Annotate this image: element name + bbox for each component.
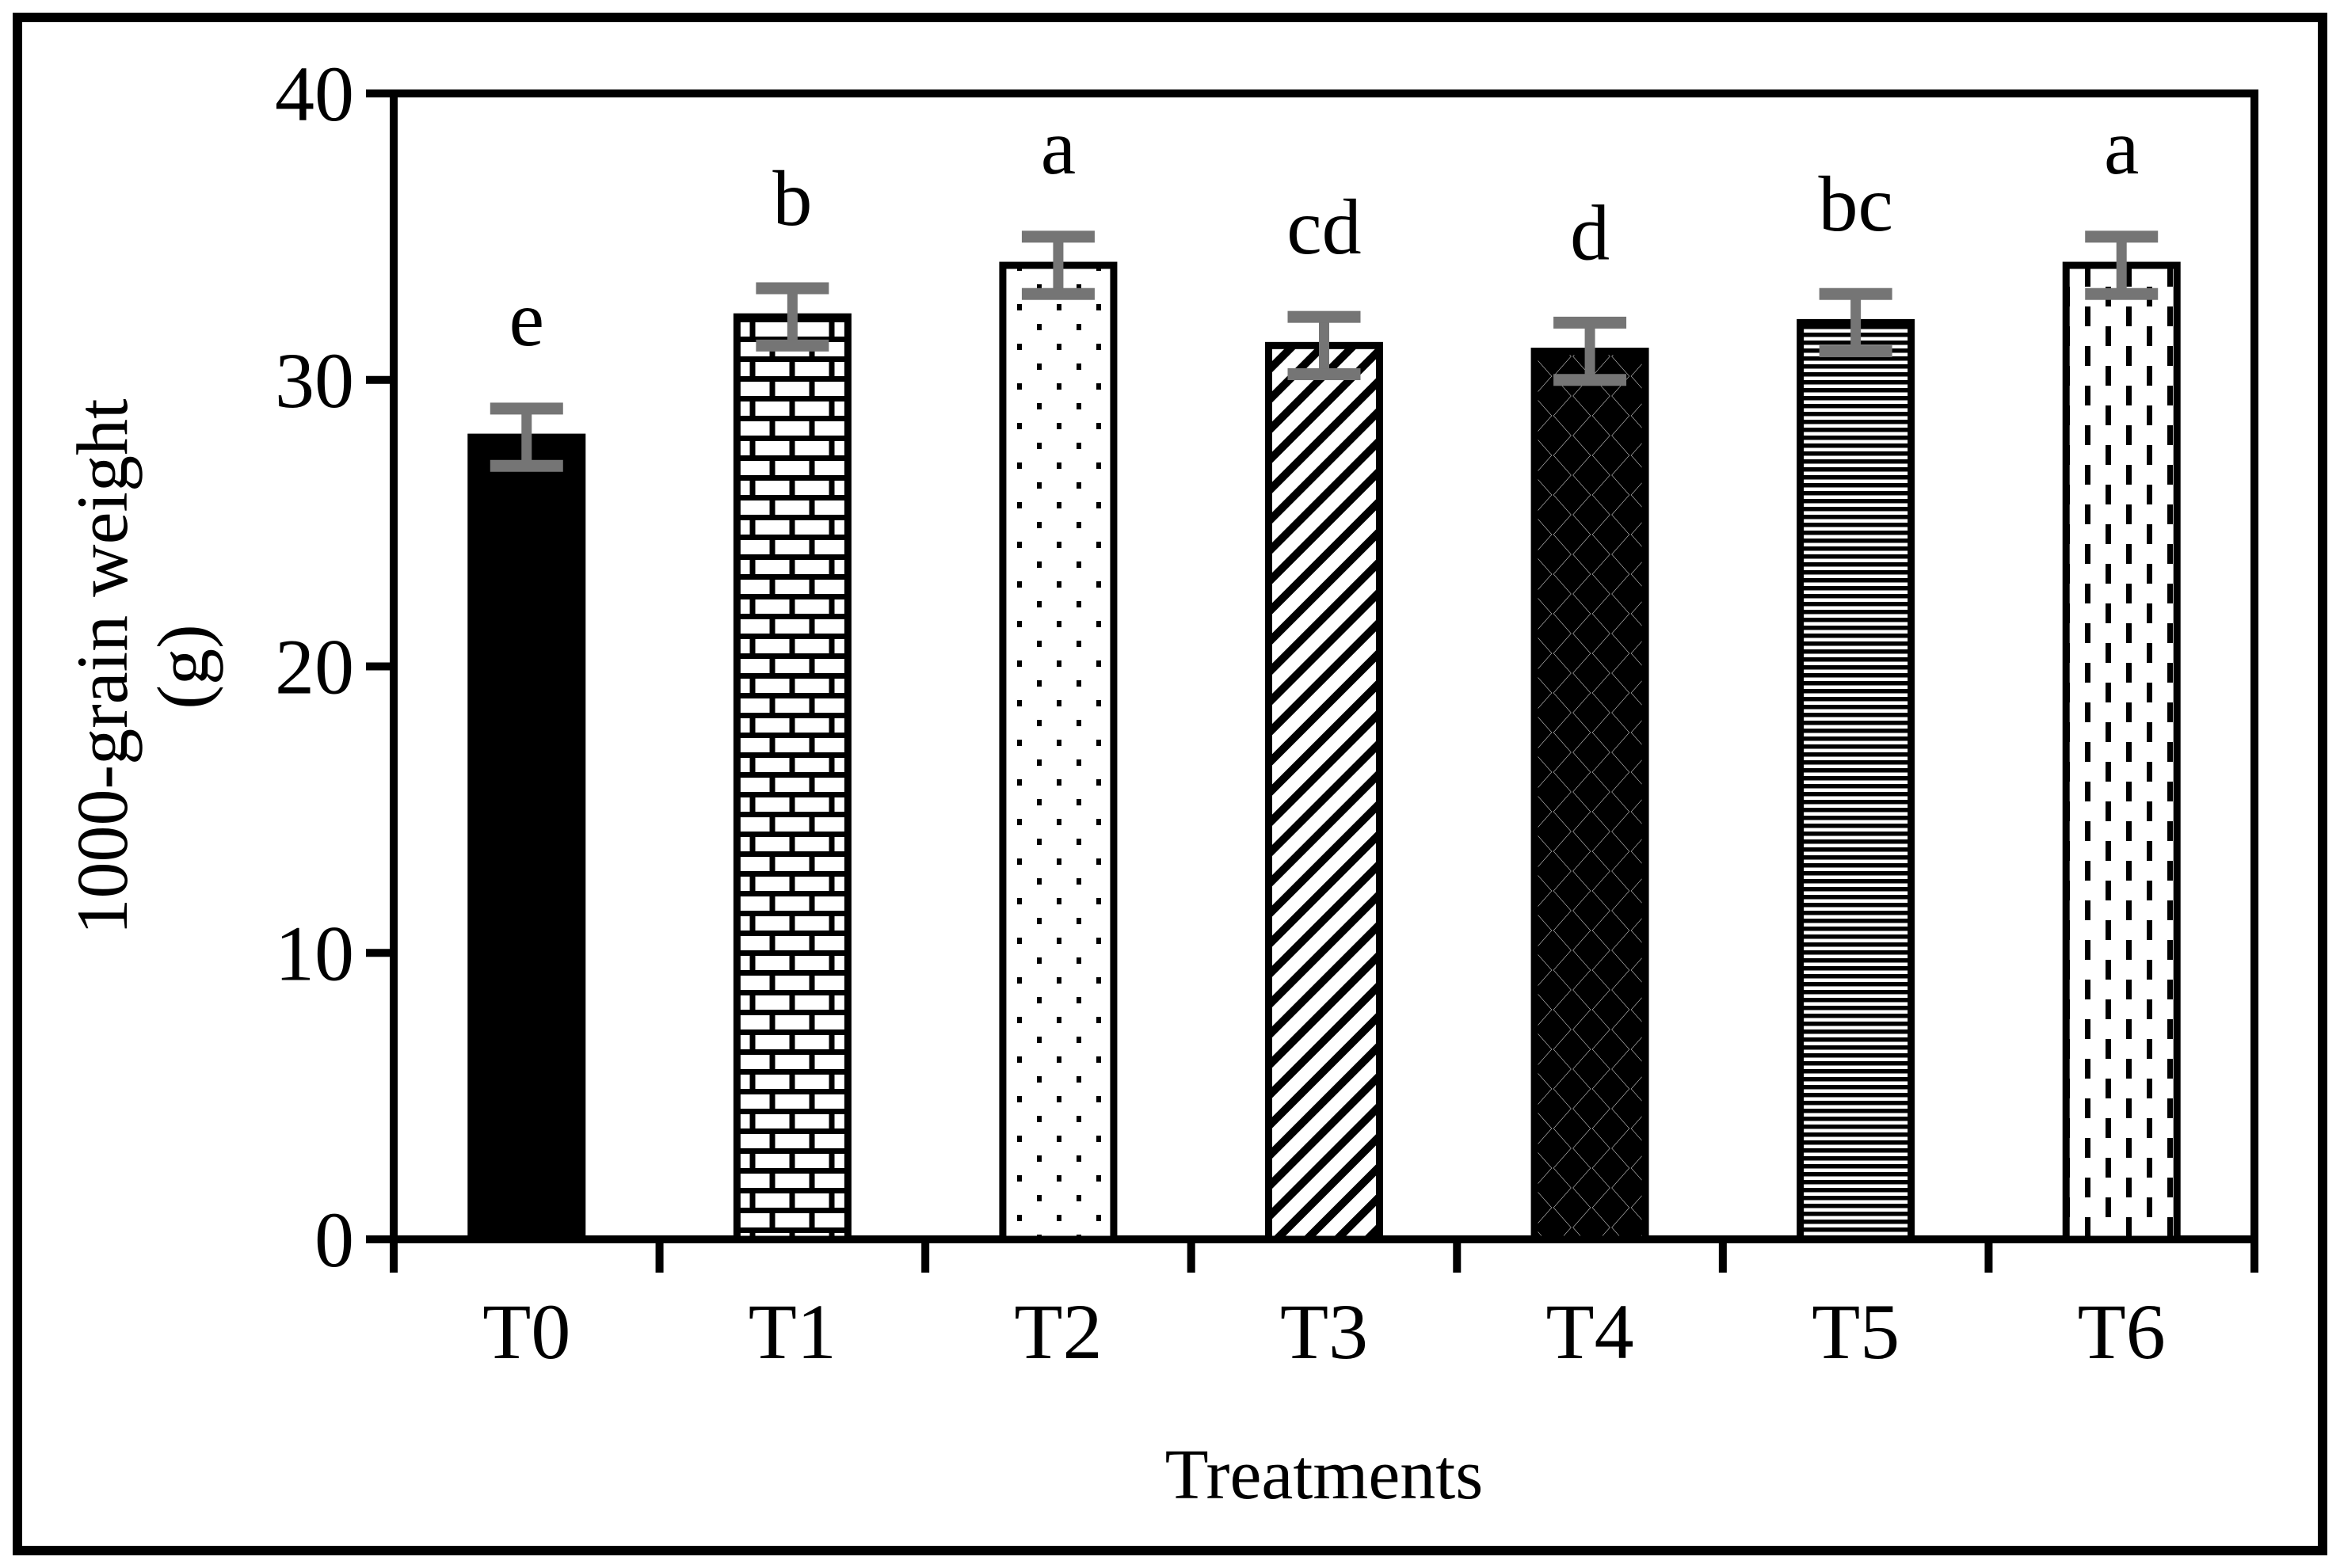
- error-bar-cap-top-T3: [1287, 310, 1361, 323]
- x-tick-label-T3: T3: [1280, 1288, 1368, 1376]
- error-bar-stem-T3: [1319, 317, 1329, 375]
- bar-T1: [733, 313, 852, 1243]
- x-axis-title: Treatments: [1165, 1436, 1484, 1514]
- error-bar-cap-bottom-T3: [1287, 368, 1361, 381]
- y-tick-label-10: 10: [275, 909, 354, 997]
- error-bar-cap-bottom-T2: [1021, 287, 1095, 300]
- bar-T5: [1797, 318, 1915, 1243]
- x-tick-label-T6: T6: [2078, 1288, 2166, 1376]
- y-axis-unit: (g): [143, 624, 223, 709]
- error-bar-cap-top-T4: [1553, 316, 1627, 329]
- x-boundary-tick-5: [1718, 1235, 1727, 1273]
- y-tick-label-20: 20: [275, 623, 354, 711]
- error-bar-cap-bottom-T6: [2085, 287, 2159, 300]
- error-bar-stem-T6: [2116, 236, 2127, 295]
- x-tick-label-T2: T2: [1014, 1288, 1102, 1376]
- y-tick-20: [366, 662, 394, 671]
- y-tick-30: [366, 375, 394, 384]
- sig-letter-T4: d: [1570, 188, 1610, 276]
- error-bar-stem-T4: [1584, 322, 1595, 380]
- error-bar-cap-bottom-T4: [1553, 374, 1627, 386]
- bar-T4: [1530, 348, 1649, 1243]
- figure-border: [13, 13, 2327, 1555]
- error-bar-cap-bottom-T0: [490, 459, 563, 472]
- x-tick-label-T0: T0: [482, 1288, 570, 1376]
- error-bar-cap-top-T6: [2085, 230, 2159, 243]
- error-bar-stem-T1: [787, 287, 798, 346]
- error-bar-cap-bottom-T1: [756, 339, 829, 352]
- y-tick-label-30: 30: [275, 337, 354, 424]
- y-tick-label-40: 40: [275, 50, 354, 138]
- y-tick-0: [366, 1235, 394, 1243]
- sig-letter-T0: e: [509, 275, 544, 363]
- y-tick-10: [366, 949, 394, 957]
- error-bar-cap-top-T5: [1819, 287, 1892, 300]
- x-boundary-tick-1: [655, 1235, 664, 1273]
- error-bar-cap-top-T0: [490, 402, 563, 415]
- x-tick-label-T4: T4: [1546, 1288, 1634, 1376]
- x-boundary-tick-2: [921, 1235, 930, 1273]
- x-tick-label-T1: T1: [749, 1288, 837, 1376]
- error-bar-stem-T2: [1053, 236, 1064, 295]
- bar-T3: [1265, 341, 1383, 1243]
- sig-letter-T2: a: [1041, 103, 1076, 191]
- sig-letter-T3: cd: [1286, 183, 1361, 271]
- x-boundary-tick-3: [1187, 1235, 1195, 1273]
- error-bar-cap-top-T1: [756, 282, 829, 295]
- bar-T2: [999, 261, 1118, 1243]
- sig-letter-T6: a: [2104, 103, 2139, 191]
- x-boundary-tick-6: [1984, 1235, 1993, 1273]
- error-bar-stem-T5: [1850, 294, 1862, 352]
- y-tick-label-0: 0: [314, 1196, 354, 1284]
- x-boundary-tick-0: [390, 1235, 398, 1273]
- x-boundary-tick-4: [1453, 1235, 1462, 1273]
- y-tick-40: [366, 89, 394, 97]
- x-boundary-tick-7: [2250, 1235, 2258, 1273]
- x-tick-label-T5: T5: [1812, 1288, 1900, 1376]
- sig-letter-T5: bc: [1818, 160, 1892, 248]
- error-bar-cap-bottom-T5: [1819, 345, 1892, 358]
- sig-letter-T1: b: [772, 154, 812, 242]
- y-axis-title: 1000-grain weight: [62, 398, 143, 935]
- error-bar-stem-T0: [521, 408, 532, 466]
- error-bar-cap-top-T2: [1021, 230, 1095, 243]
- bar-T6: [2062, 261, 2181, 1243]
- bar-T0: [467, 433, 586, 1243]
